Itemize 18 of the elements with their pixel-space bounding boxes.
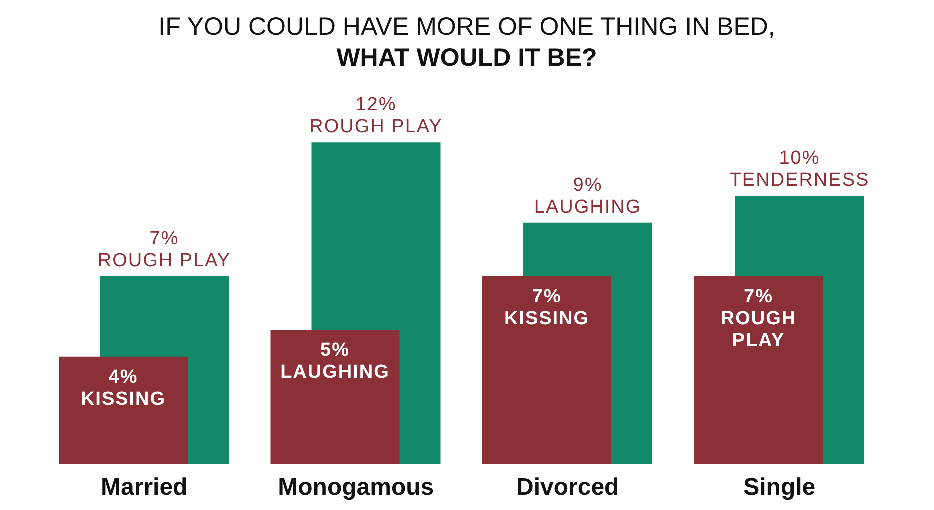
chart-title: IF YOU COULD HAVE MORE OF ONE THING IN BED,: [158, 12, 776, 43]
x-tick-label: Married: [101, 474, 188, 502]
chart-subtitle: WHAT WOULD IT BE?: [336, 43, 598, 74]
data-label: 4% KISSING: [80, 366, 166, 410]
data-label: 5% LAUGHING: [280, 340, 390, 384]
data-label: 10% TENDERNESS: [730, 148, 870, 192]
bar: [482, 276, 612, 464]
x-tick-label: Monogamous: [278, 474, 434, 502]
data-label: 7% KISSING: [504, 286, 590, 330]
data-label: 12% ROUGH PLAY: [310, 94, 443, 138]
data-label: 7% ROUGH PLAY: [720, 286, 797, 352]
bar: [694, 276, 824, 464]
data-label: 7% ROUGH PLAY: [98, 228, 232, 272]
bar: [270, 330, 400, 464]
x-tick-label: Divorced: [516, 474, 620, 502]
x-tick-label: Single: [744, 474, 816, 502]
bar: [59, 356, 188, 464]
data-label: 9% LAUGHING: [534, 174, 642, 218]
